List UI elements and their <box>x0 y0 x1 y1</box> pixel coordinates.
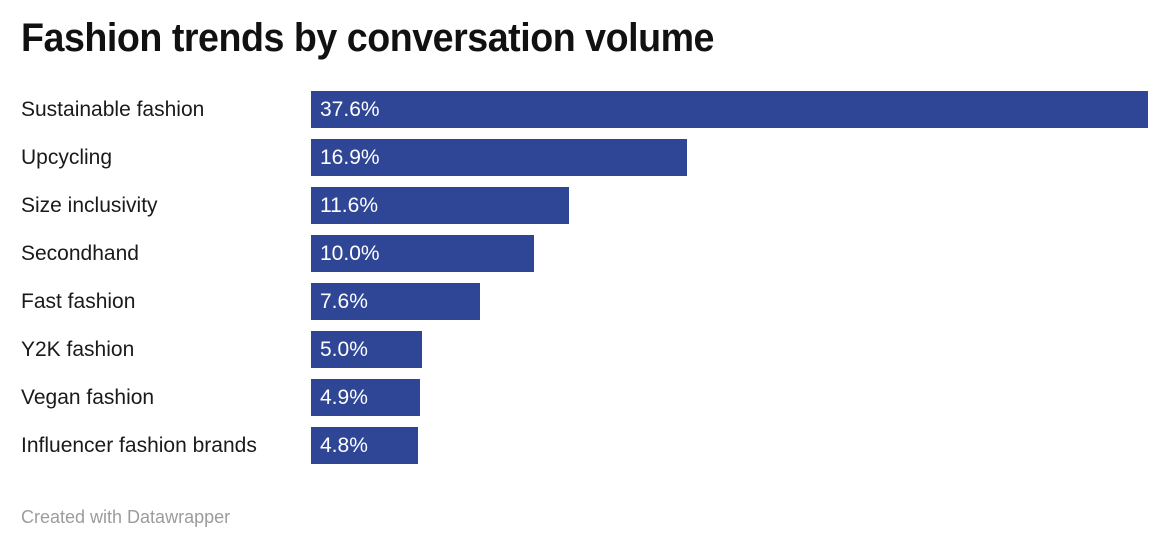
bar-chart: Sustainable fashion 37.6% Upcycling 16.9… <box>0 91 1170 475</box>
bar-row: Upcycling 16.9% <box>0 139 1170 176</box>
bar-value-label: 4.9% <box>320 386 368 409</box>
page-title: Fashion trends by conversation volume <box>21 16 715 60</box>
bar-row: Y2K fashion 5.0% <box>0 331 1170 368</box>
bar-value-label: 7.6% <box>320 290 368 313</box>
category-label: Sustainable fashion <box>21 98 205 121</box>
bar-row: Influencer fashion brands 4.8% <box>0 427 1170 464</box>
bar: 4.8% <box>311 427 418 464</box>
bar-track: 11.6% <box>311 187 1148 224</box>
category-label: Upcycling <box>21 146 113 169</box>
bar-track: 37.6% <box>311 91 1148 128</box>
bar-row: Fast fashion 7.6% <box>0 283 1170 320</box>
bar-row: Secondhand 10.0% <box>0 235 1170 272</box>
bar-track: 16.9% <box>311 139 1148 176</box>
bar-row: Vegan fashion 4.9% <box>0 379 1170 416</box>
bar-track: 10.0% <box>311 235 1148 272</box>
bar-value-label: 11.6% <box>320 194 378 217</box>
bar: 4.9% <box>311 379 421 416</box>
bar-track: 5.0% <box>311 331 1148 368</box>
bar-row: Sustainable fashion 37.6% <box>0 91 1170 128</box>
bar-track: 4.9% <box>311 379 1148 416</box>
bar-row: Size inclusivity 11.6% <box>0 187 1170 224</box>
category-label: Size inclusivity <box>21 194 158 217</box>
bar-value-label: 10.0% <box>320 242 380 265</box>
category-label: Influencer fashion brands <box>21 434 257 457</box>
bar-track: 4.8% <box>311 427 1148 464</box>
bar: 11.6% <box>311 187 570 224</box>
category-label: Secondhand <box>21 242 139 265</box>
footer-credit: Created with Datawrapper <box>21 507 231 527</box>
bar-value-label: 16.9% <box>320 146 380 169</box>
bar: 37.6% <box>311 91 1148 128</box>
bar-value-label: 4.8% <box>320 434 368 457</box>
category-label: Vegan fashion <box>21 386 155 409</box>
bar-value-label: 5.0% <box>320 338 368 361</box>
bar-value-label: 37.6% <box>320 98 380 121</box>
bar: 5.0% <box>311 331 423 368</box>
category-label: Y2K fashion <box>21 338 135 361</box>
category-label: Fast fashion <box>21 290 136 313</box>
bar: 10.0% <box>311 235 534 272</box>
bar-track: 7.6% <box>311 283 1148 320</box>
bar: 16.9% <box>311 139 688 176</box>
bar: 7.6% <box>311 283 481 320</box>
